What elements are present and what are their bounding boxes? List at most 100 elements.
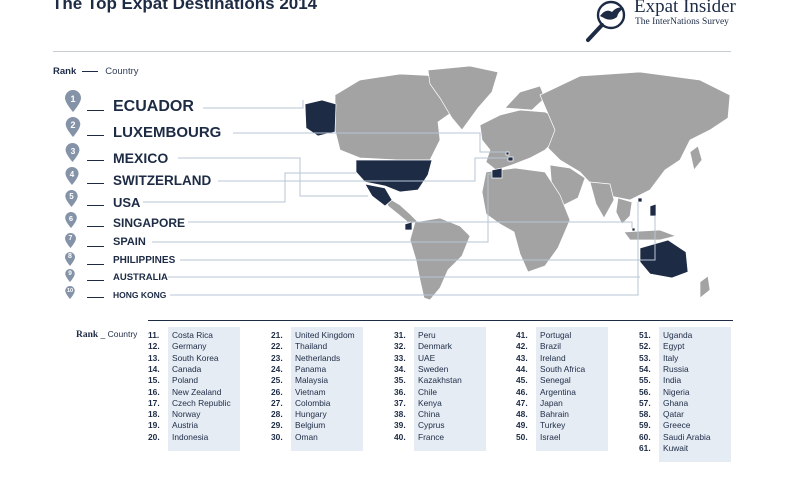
top-country-name: ECUADOR [113, 98, 194, 115]
top-country-name: SINGAPORE [113, 216, 186, 230]
map-pin-icon [65, 233, 76, 248]
usa-highlight [355, 159, 433, 193]
country-name: Netherlands [295, 352, 341, 363]
top-country-name: AUSTRALIA [113, 272, 168, 283]
country-name: Ghana [663, 397, 689, 408]
top-country-name: LUXEMBOURG [113, 124, 222, 141]
logo-subtitle: The InterNations Survey [635, 17, 729, 27]
rank-number: 39. [394, 420, 406, 431]
pin-number: 6 [68, 214, 74, 223]
rank-number: 22. [271, 341, 283, 352]
rank-number: 50. [516, 431, 528, 442]
rank-number: 27. [271, 397, 283, 408]
pin-number: 1 [70, 94, 76, 104]
rank-number: 46. [516, 386, 528, 397]
pin-number: 3 [70, 146, 76, 156]
south-america-region [409, 217, 471, 301]
rank-number: 23. [271, 352, 283, 363]
rank-number: 60. [639, 431, 651, 442]
rank-number: 18. [148, 409, 160, 420]
top-country-name: PHILIPPINES [113, 255, 176, 266]
country-name: Qatar [663, 409, 684, 420]
rank-number: 32. [394, 341, 406, 352]
rank-dash [87, 246, 104, 247]
country-name: India [663, 375, 682, 386]
europe-region [479, 109, 561, 171]
country-name: Vietnam [295, 386, 326, 397]
rank-number: 44. [516, 363, 528, 374]
rank-number: 41. [516, 330, 528, 340]
top-country-name: USA [113, 195, 141, 210]
country-name: Uganda [663, 330, 693, 340]
leader-line-singapore [188, 221, 633, 228]
top-country-name: MEXICO [113, 150, 169, 166]
leader-line-switzerland [218, 157, 508, 182]
country-name: Poland [172, 375, 199, 386]
indonesia-region [623, 229, 678, 241]
leader-line-philippines [180, 216, 656, 261]
country-name: Hungary [295, 409, 327, 420]
rank-number: 28. [271, 409, 283, 420]
table-rank-label: Rank [76, 330, 99, 340]
country-name: Ireland [540, 352, 566, 363]
rank-number: 52. [639, 341, 651, 352]
country-name: France [418, 431, 445, 442]
rank-number: 15. [148, 375, 160, 386]
country-name: UAE [418, 352, 436, 363]
country-name: Cyprus [418, 420, 445, 431]
rank-number: 38. [394, 409, 406, 420]
pin-number: 8 [68, 253, 72, 260]
rank-number: 33. [394, 352, 406, 363]
map-pin-icon [65, 117, 81, 137]
rank-dash [87, 226, 104, 227]
pin-number: 7 [68, 235, 73, 242]
leader-line-luxembourg [233, 132, 506, 153]
pin-number: 2 [70, 120, 76, 130]
country-name: Kuwait [663, 443, 689, 453]
new-zealand-region [699, 275, 711, 299]
rank-dash [87, 183, 104, 184]
rank-number: 29. [271, 420, 283, 431]
rank-number: 48. [516, 409, 528, 420]
country-name: Norway [172, 409, 201, 420]
country-name: Turkey [540, 420, 566, 431]
spain-highlight [491, 167, 503, 179]
country-name: Italy [663, 352, 679, 363]
rank-number: 51. [639, 330, 651, 340]
rank-number: 37. [394, 397, 406, 408]
rank-number: 34. [394, 363, 406, 374]
country-name: Belgium [295, 420, 326, 431]
country-name: South Korea [172, 352, 219, 363]
rank-number: 61. [639, 443, 651, 453]
ecuador-highlight [404, 221, 413, 231]
pin-number: 10 [66, 288, 74, 294]
country-name: Senegal [540, 375, 571, 386]
column-background [168, 327, 240, 451]
country-name: Indonesia [172, 431, 209, 442]
scandinavia-region [504, 85, 546, 111]
country-name: Sweden [418, 363, 449, 374]
rank-number: 20. [148, 431, 160, 442]
rank-dash [87, 135, 104, 136]
column-background [536, 327, 608, 451]
country-name: Nigeria [663, 386, 690, 397]
country-name: Kenya [418, 397, 442, 408]
rank-number: 53. [639, 352, 651, 363]
country-name: Brazil [540, 341, 561, 352]
greenland-region [427, 65, 499, 131]
country-name: Panama [295, 363, 327, 374]
country-name: Colombia [295, 397, 331, 408]
rank-number: 17. [148, 397, 160, 408]
country-name: Egypt [663, 341, 685, 352]
rank-label: Rank [53, 66, 77, 77]
country-name: Oman [295, 431, 318, 442]
india-region [589, 181, 615, 219]
country-name: Canada [172, 363, 202, 374]
map-pin-icon [65, 252, 75, 266]
country-name: Kazakhstan [418, 375, 462, 386]
rank-number: 45. [516, 375, 528, 386]
rank-number: 25. [271, 375, 283, 386]
rank-number: 54. [639, 363, 651, 374]
country-name: China [418, 409, 440, 420]
